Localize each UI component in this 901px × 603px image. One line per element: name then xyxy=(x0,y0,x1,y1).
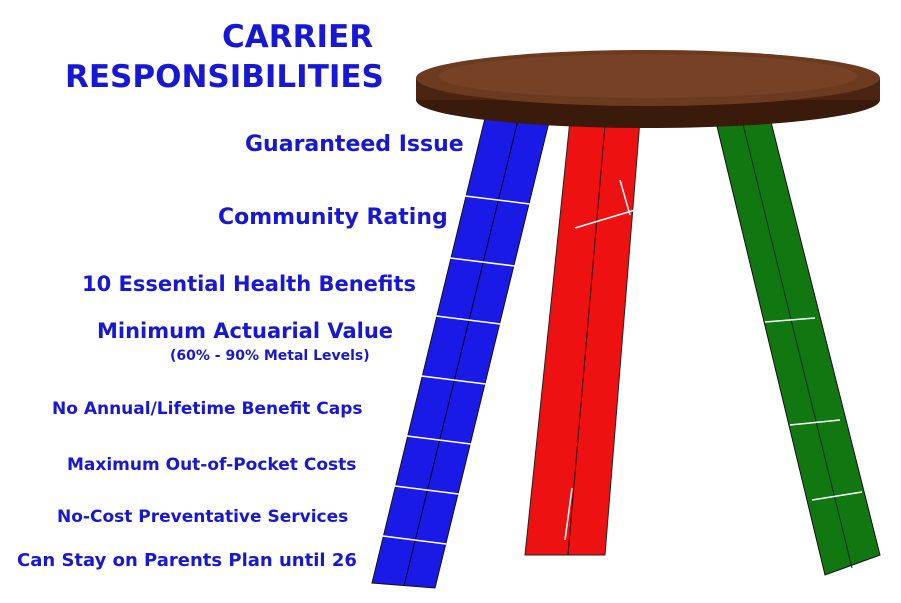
item-max-out-of-pocket: Maximum Out-of-Pocket Costs xyxy=(67,455,357,475)
item-essential-health-benefits: 10 Essential Health Benefits xyxy=(82,272,417,296)
item-actuarial-note: (60% - 90% Metal Levels) xyxy=(170,348,370,364)
title-line-1: CARRIER xyxy=(222,19,374,55)
leg-segment-line xyxy=(382,535,447,545)
stool-seat xyxy=(416,50,880,128)
leg-red xyxy=(524,119,641,556)
title-line-2: RESPONSIBILITIES xyxy=(65,59,384,95)
leg-blue xyxy=(371,117,551,589)
item-guaranteed-issue: Guaranteed Issue xyxy=(245,132,464,157)
item-minimum-actuarial-value: Minimum Actuarial Value xyxy=(97,319,394,343)
leg-segment-line xyxy=(394,485,459,495)
leg-segment-line xyxy=(436,315,501,325)
leg-green xyxy=(714,117,881,576)
leg-segment-line xyxy=(465,195,530,205)
item-no-cost-preventative: No-Cost Preventative Services xyxy=(57,507,349,527)
item-no-benefit-caps: No Annual/Lifetime Benefit Caps xyxy=(52,399,363,419)
item-community-rating: Community Rating xyxy=(218,205,448,230)
item-parents-plan-26: Can Stay on Parents Plan until 26 xyxy=(17,550,357,571)
leg-segment-line xyxy=(450,257,515,267)
leg-segment-line xyxy=(406,435,471,445)
leg-segment-line xyxy=(421,375,486,385)
